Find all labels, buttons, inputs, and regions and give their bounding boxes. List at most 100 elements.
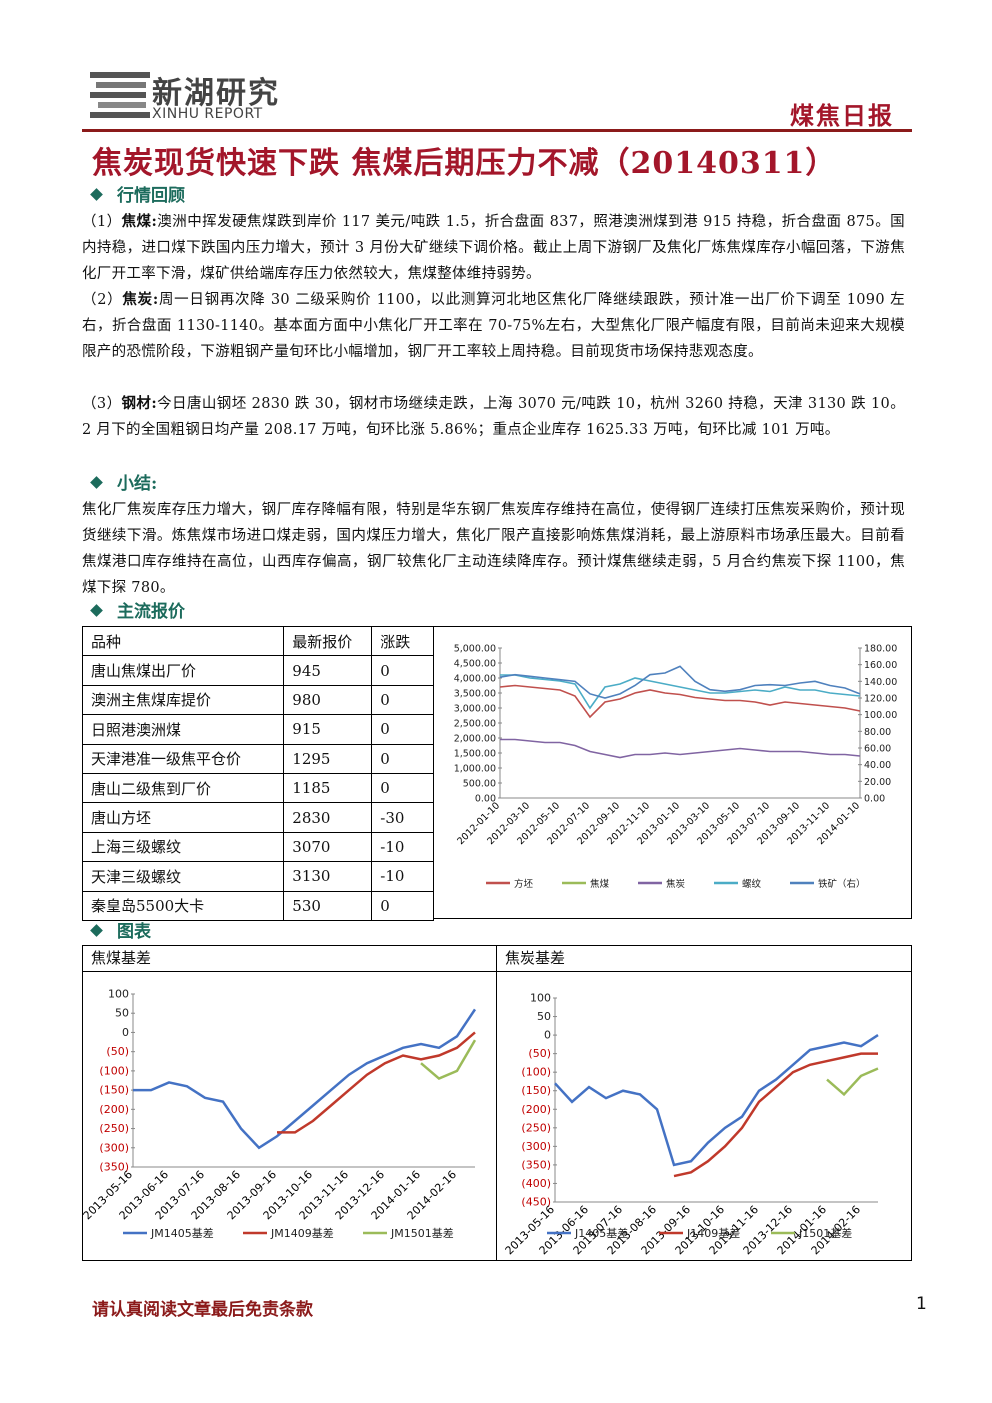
table-cell: 品种 — [81, 625, 285, 657]
para-text: 澳洲中挥发硬焦煤跌到岸价 117 美元/吨跌 1.5，折合盘面 837，照港澳洲… — [82, 214, 905, 282]
y-tick-label: 180.00 — [864, 644, 897, 655]
legend-label: 方坯 — [514, 878, 534, 890]
table-cell: 唐山方坯 — [81, 802, 285, 833]
table-cell: 0 — [371, 772, 434, 804]
y-tick-label: 100 — [108, 988, 129, 1001]
legend-label: JM1409基差 — [270, 1226, 334, 1240]
heading-text: 小结: — [117, 474, 158, 494]
table-cell: 0 — [371, 743, 434, 774]
table-row: 日照港澳洲煤 915 0 — [81, 714, 434, 745]
table-cell: 0 — [371, 655, 434, 686]
series-line — [277, 1031, 476, 1134]
heading-text: 图表 — [117, 922, 151, 942]
series-line — [500, 674, 861, 710]
legend-label: J1409基差 — [686, 1226, 740, 1240]
section-heading: 图表 — [90, 919, 151, 945]
table-cell: 澳洲主焦煤库提价 — [81, 684, 285, 716]
y-tick-label: (300) — [521, 1140, 551, 1153]
y-tick-label: 3,500.00 — [454, 689, 496, 700]
table-cell: 980 — [283, 684, 373, 716]
para-text: 今日唐山钢坯 2830 跌 30，钢材市场继续走跌，上海 3070 元/吨跌 1… — [82, 396, 905, 438]
legend-label: J1501基差 — [798, 1226, 852, 1240]
y-tick-label: (350) — [99, 1161, 129, 1174]
legend-label: JM1501基差 — [390, 1226, 454, 1240]
legend-label: J1405基差 — [574, 1226, 628, 1240]
table-cell: 3070 — [283, 831, 373, 863]
table-row: 唐山焦煤出厂价 945 0 — [81, 655, 434, 686]
heading-text: 行情回顾 — [117, 186, 185, 206]
para-label: 焦煤: — [121, 213, 158, 230]
y-tick-label: (300) — [99, 1141, 129, 1154]
table-cell: -10 — [371, 861, 434, 892]
chart: 100 50 0 (50) (100) (150) (200) (250) (300) (350)… — [81, 988, 477, 1240]
table-row: 天津港准一级焦平仓价 1295 0 — [81, 743, 434, 774]
y-tick-label: 0 — [122, 1026, 129, 1039]
y-tick-label: 120.00 — [864, 694, 897, 705]
report-type: 煤焦日报 — [790, 101, 894, 130]
section-heading: 主流报价 — [90, 599, 185, 625]
y-tick-label: (250) — [521, 1121, 551, 1134]
table-cell: 1185 — [283, 772, 373, 804]
table-cell: 涨跌 — [371, 625, 434, 657]
series-line — [420, 1039, 477, 1081]
logo-subtext: XINHU REPORT — [152, 106, 263, 122]
page-number: 1 — [916, 1294, 927, 1314]
table-cell: 2830 — [283, 802, 373, 833]
y-tick-label: (250) — [99, 1122, 129, 1135]
table-cell: 1295 — [283, 743, 373, 774]
series-line — [826, 1067, 879, 1097]
table-cell: 0 — [371, 890, 434, 921]
table-cell: 最新报价 — [283, 625, 373, 657]
series-line — [554, 1034, 879, 1167]
table-row: 天津三级螺纹 3130 -10 — [81, 861, 434, 892]
table-cell: 945 — [283, 655, 373, 686]
y-tick-label: 3,000.00 — [454, 704, 496, 715]
para-num: （2） — [82, 292, 123, 308]
section-heading: 小结: — [90, 471, 158, 497]
y-tick-label: 5,000.00 — [454, 644, 496, 655]
y-tick-label: (400) — [521, 1177, 551, 1190]
table-cell: 0 — [371, 684, 434, 716]
para-text: 周一日钢再次降 30 二级采购价 1100，以此测算河北地区焦化厂降继续跟跌，预… — [82, 292, 905, 360]
y-tick-label: 160.00 — [864, 660, 897, 671]
y-tick-label: 2,000.00 — [454, 734, 496, 745]
paragraph: （3）钢材:今日唐山钢坯 2830 跌 30，钢材市场继续走跌，上海 3070 … — [82, 391, 905, 443]
table-cell: 日照港澳洲煤 — [81, 714, 285, 745]
header-rule — [82, 129, 912, 132]
legend-label: 螺纹 — [742, 878, 762, 890]
table-cell: 3130 — [283, 861, 373, 892]
table-cell: -10 — [371, 831, 434, 863]
table-cell: 上海三级螺纹 — [81, 831, 285, 863]
y-tick-label: 20.00 — [864, 777, 891, 788]
y-tick-label: 0 — [544, 1029, 551, 1042]
y-tick-label: (100) — [99, 1064, 129, 1077]
table-row: 澳洲主焦煤库提价 980 0 — [81, 684, 434, 716]
y-tick-label: 50 — [537, 1010, 551, 1023]
y-tick-label: (200) — [521, 1103, 551, 1116]
chart-title: 焦煤基差 — [83, 946, 496, 972]
y-tick-label: 0.00 — [475, 794, 496, 805]
y-tick-label: (150) — [521, 1084, 551, 1097]
heading-text: 主流报价 — [117, 602, 185, 622]
chart: 100 50 0 (50) (100) (150) (200) (250) (300) (350)… — [503, 992, 879, 1257]
para-num: （1） — [82, 214, 122, 230]
footer-disclaimer: 请认真阅读文章最后免责条款 — [92, 1300, 313, 1320]
paragraph: （1）焦煤:澳洲中挥发硬焦煤跌到岸价 117 美元/吨跌 1.5，折合盘面 83… — [82, 209, 905, 287]
y-tick-label: (50) — [106, 1045, 129, 1058]
logo-text: 新湖研究 — [152, 76, 280, 111]
legend-label: JM1405基差 — [150, 1226, 214, 1240]
chart-frame: 焦煤基差 100 50 0 (50) (100) (150) (200) (250) (300)… — [81, 945, 497, 1261]
title: 焦炭现货快速下跌 焦煤后期压力不减（20140311） — [92, 146, 837, 181]
legend-label: 铁矿（右） — [818, 878, 866, 890]
y-tick-label: 0.00 — [864, 794, 885, 805]
table-cell: 0 — [371, 714, 434, 745]
y-tick-label: 50 — [115, 1007, 129, 1020]
paragraph: 焦化厂焦炭库存压力增大，钢厂库存降幅有限，特别是华东钢厂焦炭库存维持在高位，使得… — [82, 502, 905, 596]
chart-frame: 焦炭基差 100 50 0 (50) (100) (150) (200) (250) (300)… — [496, 945, 912, 1261]
table-cell: 530 — [283, 890, 373, 921]
chart-title: 焦炭基差 — [497, 946, 911, 972]
table-cell: 秦皇岛5500大卡 — [81, 890, 285, 921]
y-tick-label: (150) — [99, 1084, 129, 1097]
logo-icon — [90, 72, 150, 118]
